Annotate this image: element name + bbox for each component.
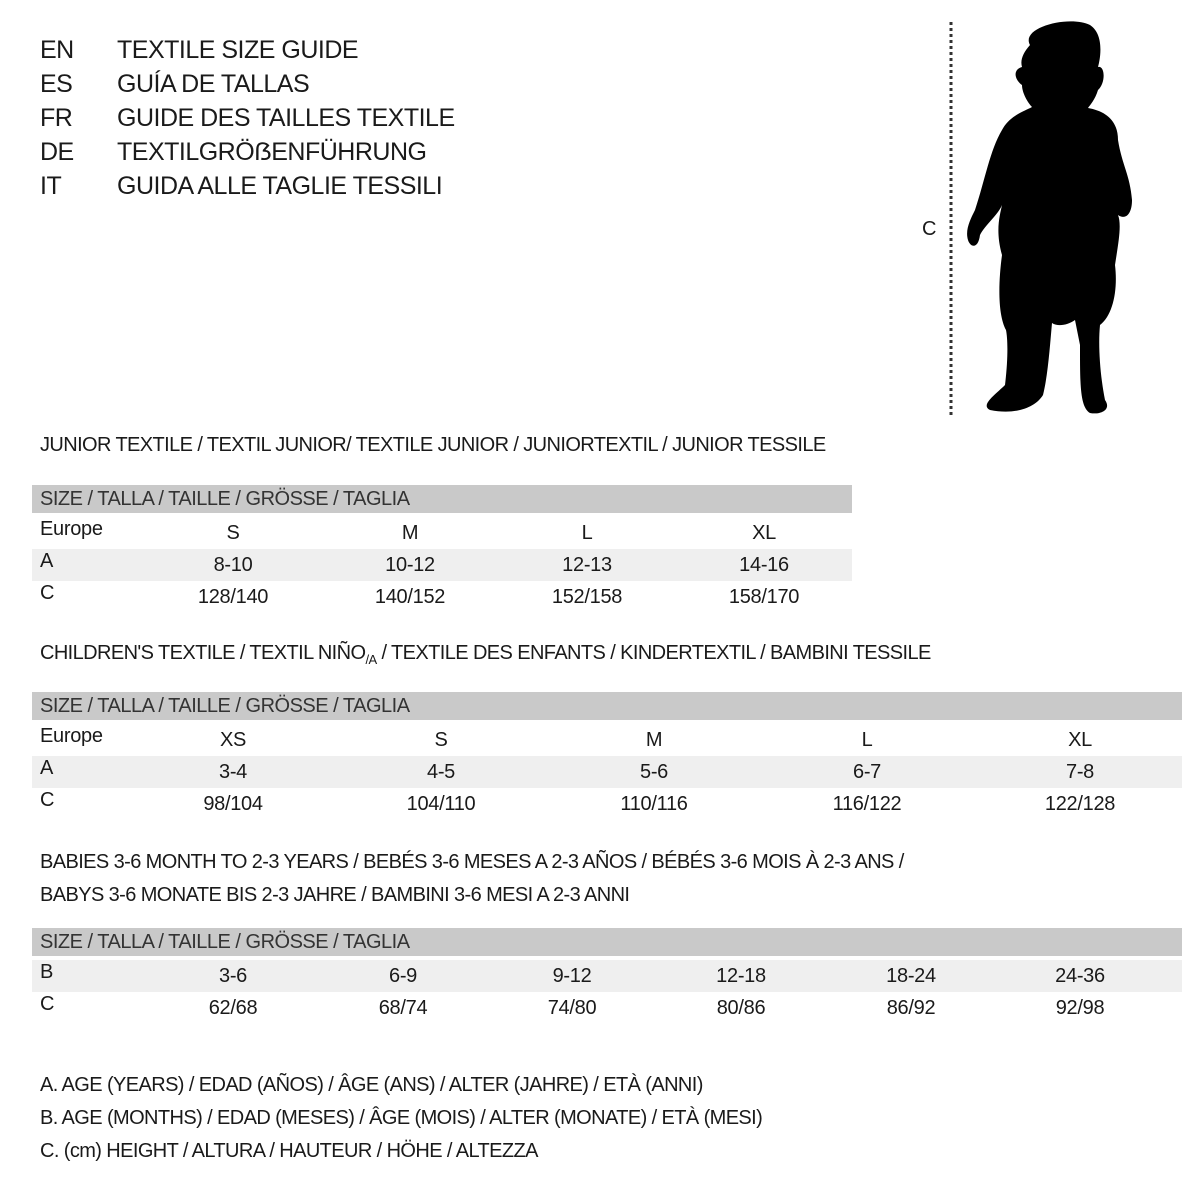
children-section-title: CHILDREN'S TEXTILE / TEXTIL NIÑO/A / TEX… bbox=[40, 637, 931, 676]
table-cell: 12-18 bbox=[716, 965, 766, 987]
table-row: A 8-10 10-12 12-13 14-16 bbox=[32, 549, 852, 581]
row-label: C bbox=[40, 993, 55, 1015]
language-row-de: DE TEXTILGRÖẞENFÜHRUNG bbox=[40, 135, 455, 169]
language-title: GUIDA ALLE TAGLIE TESSILI bbox=[117, 172, 443, 200]
table-row: B 3-6 6-9 9-12 12-18 18-24 24-36 bbox=[32, 960, 1182, 992]
language-titles: EN TEXTILE SIZE GUIDE ES GUÍA DE TALLAS FR… bbox=[40, 33, 455, 203]
table-cell: 92/98 bbox=[1055, 997, 1105, 1019]
table-cell: L bbox=[861, 729, 873, 751]
table-cell: 8-10 bbox=[213, 554, 253, 576]
title-line: BABIES 3-6 MONTH TO 2-3 YEARS / BEBÉS 3-… bbox=[40, 851, 904, 873]
junior-size-table: SIZE / TALLA / TAILLE / GRÖSSE / TAGLIA … bbox=[32, 485, 852, 613]
table-cell: 122/128 bbox=[1044, 793, 1116, 815]
table-cell: 12-13 bbox=[562, 554, 612, 576]
table-cell: 104/110 bbox=[406, 793, 476, 815]
table-cell: 86/92 bbox=[886, 997, 936, 1019]
title-subscript: /A bbox=[365, 652, 377, 667]
table-row: Europe XS S M L XL bbox=[32, 724, 1182, 756]
table-row: C 62/68 68/74 74/80 80/86 86/92 92/98 bbox=[32, 992, 1182, 1024]
table-cell: 14-16 bbox=[739, 554, 789, 576]
table-cell: 158/170 bbox=[728, 586, 800, 608]
table-cell: 98/104 bbox=[203, 793, 263, 815]
babies-section-title: BABIES 3-6 MONTH TO 2-3 YEARS / BEBÉS 3-… bbox=[40, 846, 904, 911]
table-cell: 74/80 bbox=[547, 997, 597, 1019]
table-header: SIZE / TALLA / TAILLE / GRÖSSE / TAGLIA bbox=[32, 485, 852, 513]
language-row-en: EN TEXTILE SIZE GUIDE bbox=[40, 33, 455, 67]
table-cell: XL bbox=[752, 522, 776, 544]
row-label: A bbox=[40, 550, 54, 572]
junior-section-title: JUNIOR TEXTILE / TEXTIL JUNIOR/ TEXTILE … bbox=[40, 434, 826, 456]
table-header: SIZE / TALLA / TAILLE / GRÖSSE / TAGLIA bbox=[32, 928, 1182, 956]
table-row: Europe S M L XL bbox=[32, 517, 852, 549]
language-code: FR bbox=[40, 104, 73, 132]
child-silhouette-icon bbox=[949, 21, 1132, 415]
title-text: / TEXTILE DES ENFANTS / KINDERTEXTIL / B… bbox=[376, 642, 932, 664]
table-cell: 80/86 bbox=[716, 997, 766, 1019]
table-cell: 140/152 bbox=[374, 586, 446, 608]
table-cell: 128/140 bbox=[197, 586, 269, 608]
row-label: C bbox=[40, 582, 55, 604]
row-label: Europe bbox=[40, 725, 103, 747]
table-cell: 10-12 bbox=[385, 554, 435, 576]
language-title: TEXTILE SIZE GUIDE bbox=[117, 36, 359, 64]
table-cell: 18-24 bbox=[886, 965, 936, 987]
language-title: GUIDE DES TAILLES TEXTILE bbox=[117, 104, 455, 132]
table-cell: M bbox=[645, 729, 663, 751]
table-cell: L bbox=[581, 522, 593, 544]
table-cell: 68/74 bbox=[378, 997, 428, 1019]
legend-item-c: C. (cm) HEIGHT / ALTURA / HAUTEUR / HÖHE… bbox=[40, 1140, 538, 1162]
language-row-es: ES GUÍA DE TALLAS bbox=[40, 67, 455, 101]
table-cell: 62/68 bbox=[208, 997, 258, 1019]
table-cell: 5-6 bbox=[639, 761, 669, 783]
legend-item-b: B. AGE (MONTHS) / EDAD (MESES) / ÂGE (MO… bbox=[40, 1107, 763, 1129]
children-size-table: SIZE / TALLA / TAILLE / GRÖSSE / TAGLIA … bbox=[32, 692, 1182, 820]
table-cell: M bbox=[401, 522, 419, 544]
language-code: DE bbox=[40, 138, 74, 166]
table-header: SIZE / TALLA / TAILLE / GRÖSSE / TAGLIA bbox=[32, 692, 1182, 720]
table-cell: S bbox=[434, 729, 448, 751]
title-text: CHILDREN'S TEXTILE / TEXTIL NIÑO bbox=[40, 642, 366, 664]
row-label: B bbox=[40, 961, 54, 983]
height-measure-label: C bbox=[922, 218, 937, 240]
table-cell: XL bbox=[1068, 729, 1092, 751]
table-cell: 9-12 bbox=[552, 965, 592, 987]
table-cell: 6-7 bbox=[852, 761, 882, 783]
language-row-fr: FR GUIDE DES TAILLES TEXTILE bbox=[40, 101, 455, 135]
table-row: A 3-4 4-5 5-6 6-7 7-8 bbox=[32, 756, 1182, 788]
babies-size-table: SIZE / TALLA / TAILLE / GRÖSSE / TAGLIA … bbox=[32, 928, 1182, 1024]
table-cell: 116/122 bbox=[832, 793, 902, 815]
table-cell: 4-5 bbox=[426, 761, 456, 783]
table-cell: 3-6 bbox=[218, 965, 248, 987]
legend: A. AGE (YEARS) / EDAD (AÑOS) / ÂGE (ANS)… bbox=[40, 1069, 763, 1168]
row-label: Europe bbox=[40, 518, 103, 540]
table-cell: 7-8 bbox=[1065, 761, 1095, 783]
legend-item-a: A. AGE (YEARS) / EDAD (AÑOS) / ÂGE (ANS)… bbox=[40, 1074, 703, 1096]
table-cell: 110/116 bbox=[620, 793, 688, 815]
table-cell: 6-9 bbox=[388, 965, 418, 987]
row-label: C bbox=[40, 789, 55, 811]
row-label: A bbox=[40, 757, 54, 779]
table-cell: 24-36 bbox=[1055, 965, 1105, 987]
table-row: C 98/104 104/110 110/116 116/122 122/128 bbox=[32, 788, 1182, 820]
table-row: C 128/140 140/152 152/158 158/170 bbox=[32, 581, 852, 613]
table-cell: 152/158 bbox=[551, 586, 623, 608]
table-cell: 3-4 bbox=[218, 761, 248, 783]
title-line: BABYS 3-6 MONATE BIS 2-3 JAHRE / BAMBINI… bbox=[40, 884, 630, 906]
table-cell: XS bbox=[219, 729, 247, 751]
language-title: TEXTILGRÖẞENFÜHRUNG bbox=[117, 138, 427, 166]
language-code: ES bbox=[40, 70, 73, 98]
table-cell: S bbox=[226, 522, 240, 544]
language-code: IT bbox=[40, 172, 62, 200]
language-row-it: IT GUIDA ALLE TAGLIE TESSILI bbox=[40, 169, 455, 203]
language-title: GUÍA DE TALLAS bbox=[117, 70, 310, 98]
language-code: EN bbox=[40, 36, 74, 64]
